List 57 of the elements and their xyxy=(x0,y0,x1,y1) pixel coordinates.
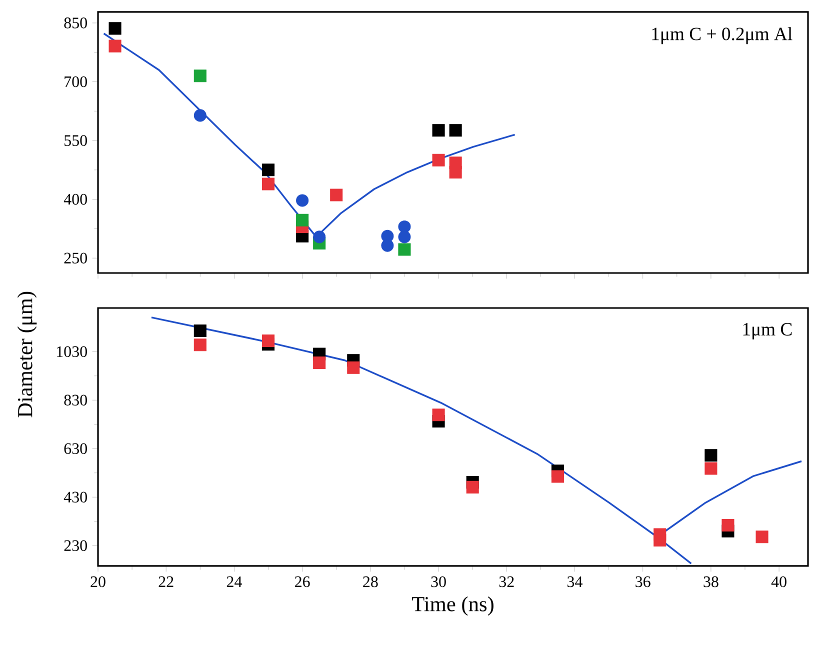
point xyxy=(551,470,564,483)
point xyxy=(262,178,275,190)
point xyxy=(262,334,275,347)
x-tick-label: 32 xyxy=(499,576,514,588)
point xyxy=(262,164,275,176)
point xyxy=(704,462,718,475)
x-tick-label: 26 xyxy=(295,576,310,588)
point xyxy=(313,230,326,244)
y-tick-label: 230 xyxy=(64,540,87,552)
x-tick-label: 30 xyxy=(431,576,446,588)
point xyxy=(398,230,411,244)
point xyxy=(296,214,309,226)
y-tick-label: 1030 xyxy=(57,346,87,358)
y-tick-label: 430 xyxy=(64,492,87,503)
point xyxy=(704,449,718,462)
x-tick-label: 34 xyxy=(568,576,582,588)
point xyxy=(432,124,445,137)
y-tick-label: 630 xyxy=(64,443,87,454)
point xyxy=(432,408,445,422)
x-tick-label: 36 xyxy=(636,576,650,588)
point xyxy=(330,188,343,202)
point xyxy=(194,338,206,352)
y-tick-label: 850 xyxy=(64,18,87,28)
point xyxy=(108,40,122,52)
x-tick-label: 38 xyxy=(704,576,718,588)
x-tick-label: 28 xyxy=(363,576,378,588)
y-tick-label: 830 xyxy=(64,394,87,406)
x-tick-label: 22 xyxy=(158,576,174,587)
y-tick-label: 550 xyxy=(64,135,87,146)
x-tick-label: 24 xyxy=(226,576,242,587)
point xyxy=(398,220,411,234)
point xyxy=(449,166,462,179)
point xyxy=(654,534,666,547)
annotation: 1μm C xyxy=(743,323,792,340)
y-tick-label: 400 xyxy=(64,194,87,205)
line-series xyxy=(150,316,692,564)
point xyxy=(313,356,326,370)
point xyxy=(108,22,122,35)
x-tick-label: 20 xyxy=(90,576,106,588)
point xyxy=(398,243,411,256)
x-tick-label: 40 xyxy=(771,576,786,588)
y-tick-label: 700 xyxy=(64,76,87,88)
x-axis-title: Time (ns) xyxy=(412,596,494,616)
y-axis-title: Diameter (μm) xyxy=(17,292,37,418)
point xyxy=(194,324,206,338)
point xyxy=(296,194,309,207)
point xyxy=(466,480,479,494)
point xyxy=(194,70,206,82)
point xyxy=(194,109,206,122)
point xyxy=(449,124,462,137)
point xyxy=(347,361,360,374)
point xyxy=(756,530,768,544)
point xyxy=(381,239,394,252)
point xyxy=(432,154,445,166)
annotation: 1μm C + 0.2μm Al xyxy=(652,27,792,44)
point xyxy=(722,518,734,532)
y-tick-label: 250 xyxy=(64,252,87,264)
